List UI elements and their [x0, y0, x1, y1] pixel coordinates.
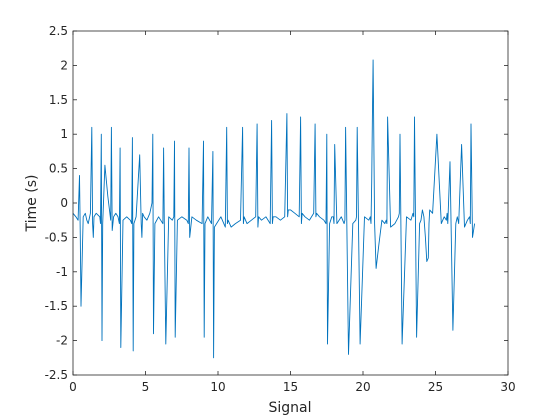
- x-tick-label: 20: [355, 380, 370, 394]
- y-tick-label: -2: [56, 334, 68, 348]
- series-line-1: [72, 59, 476, 359]
- y-tick-label: -2.5: [45, 368, 68, 382]
- x-tick-label: 25: [428, 380, 443, 394]
- y-tick-label: 0.5: [49, 162, 68, 176]
- y-tick-label: 0: [60, 196, 68, 210]
- x-tick-label: 30: [500, 380, 515, 394]
- axes-box: [72, 30, 509, 376]
- y-axis-title: Time (s): [24, 175, 40, 233]
- y-tick-label: 1: [60, 127, 68, 141]
- series-layer: [72, 59, 476, 359]
- x-tick-label: 0: [69, 380, 77, 394]
- y-tick-label: -1: [56, 265, 68, 279]
- y-tick-label: 2: [60, 58, 68, 72]
- y-tick-label: 1.5: [49, 93, 68, 107]
- x-tick-label: 5: [142, 380, 150, 394]
- plot-area: [73, 31, 508, 375]
- x-tick-label: 15: [283, 380, 298, 394]
- x-tick-label: 10: [210, 380, 225, 394]
- y-tick-label: -1.5: [45, 299, 68, 313]
- ticks-layer: 0 5 10 15 20 25 30 -2.5 -2 -1.5 -1 -0.5 0 0.5 1 1.5 2 2.5: [45, 24, 516, 394]
- x-axis-title: Signal: [268, 400, 311, 416]
- y-tick-label: 2.5: [49, 24, 68, 38]
- y-tick-label: -0.5: [45, 230, 68, 244]
